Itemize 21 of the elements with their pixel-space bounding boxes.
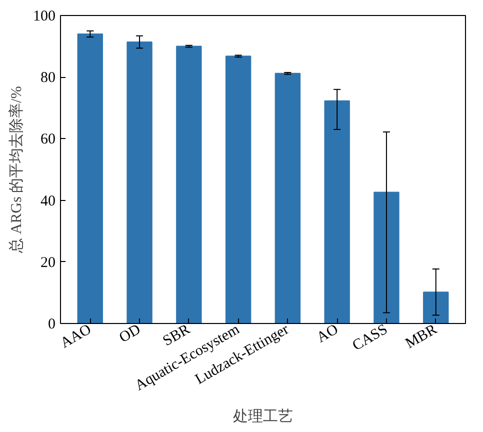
x-tick-label: AO <box>314 321 342 346</box>
bar <box>126 41 152 324</box>
x-axis-title: 处理工艺 <box>233 408 293 426</box>
y-tick-label: 20 <box>40 254 56 271</box>
x-tick-label: MBR <box>402 322 440 352</box>
x-tick-label: AAO <box>58 321 94 352</box>
bar <box>324 100 350 324</box>
y-tick-label: 100 <box>33 8 56 24</box>
bar <box>225 56 252 324</box>
y-tick-label: 40 <box>40 193 56 210</box>
x-tick-label: OD <box>116 321 144 346</box>
bar <box>77 33 103 324</box>
bar <box>374 192 400 324</box>
bar <box>176 46 202 324</box>
y-tick-label: 0 <box>48 316 56 332</box>
x-tick-label: CASS <box>350 322 390 354</box>
y-axis-title: 总 ARGs 的平均去除率/% <box>8 86 25 254</box>
y-tick-label: 80 <box>40 70 56 86</box>
bar <box>274 72 301 324</box>
y-tick-label: 60 <box>40 132 56 148</box>
bar <box>423 292 449 324</box>
